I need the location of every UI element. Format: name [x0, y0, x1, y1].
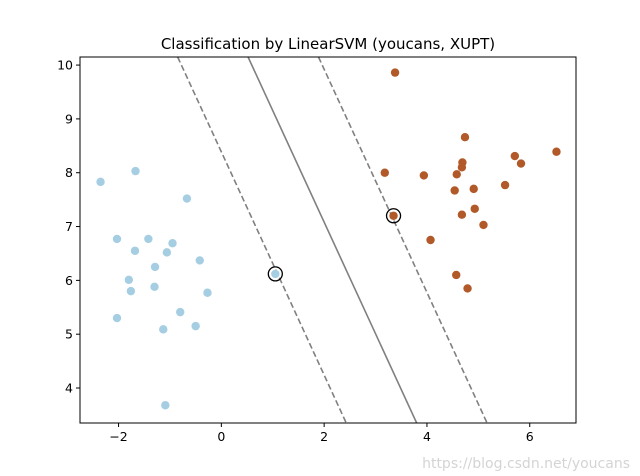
x-tick-label: 4: [423, 429, 431, 444]
data-point-class-1: [150, 262, 160, 272]
data-point-class-1: [182, 194, 192, 203]
support-vectors: [267, 208, 402, 282]
y-tick-label: 5: [65, 327, 73, 342]
data-point-class-2: [426, 235, 435, 245]
data-point-class-2: [457, 210, 467, 219]
margin-line: [176, 57, 347, 423]
data-point-class-1: [203, 288, 212, 297]
data-point-class-2: [457, 163, 467, 172]
y-tick-label: 6: [65, 273, 73, 288]
x-tick-label: 0: [217, 429, 225, 444]
data-point-class-1: [168, 239, 177, 248]
data-point-class-2: [450, 186, 459, 195]
watermark-text: https://blog.csdn.net/youcans: [422, 456, 630, 472]
data-point-class-1: [176, 307, 185, 317]
plot-area-frame: [79, 56, 577, 424]
data-point-class-1: [195, 256, 204, 265]
data-point-class-2: [390, 68, 400, 77]
data-point-class-1: [112, 313, 122, 323]
data-point-class-2: [510, 151, 520, 161]
data-point-class-1: [96, 177, 105, 187]
support-vector-marker: [267, 266, 283, 282]
data-point-class-1: [126, 286, 136, 296]
data-point-class-2: [463, 284, 472, 293]
data-points: [96, 68, 561, 410]
data-point-class-1: [144, 234, 153, 244]
data-point-class-2: [470, 204, 479, 213]
data-point-class-2: [469, 184, 478, 194]
chart-title: Classification by LinearSVM (youcans, XU…: [161, 35, 495, 53]
data-point-class-1: [150, 282, 159, 292]
support-vector-marker: [385, 208, 402, 224]
data-point-class-1: [162, 248, 172, 257]
data-point-class-2: [452, 170, 461, 179]
data-point-class-1: [271, 269, 280, 279]
data-point-class-2: [419, 171, 429, 180]
data-point-class-1: [124, 275, 134, 285]
data-point-class-2: [500, 180, 510, 190]
x-tick-label: −2: [109, 429, 127, 444]
y-tick-label: 8: [65, 165, 73, 180]
data-point-class-1: [112, 234, 122, 244]
data-point-class-2: [460, 132, 470, 142]
data-point-class-2: [552, 147, 561, 156]
y-tick-label: 4: [65, 381, 73, 396]
x-tick-label: 6: [526, 429, 534, 444]
data-point-class-1: [161, 401, 170, 410]
data-point-class-1: [130, 246, 140, 255]
data-point-class-1: [159, 325, 168, 334]
data-point-class-2: [516, 159, 526, 168]
y-tick-label: 9: [65, 111, 73, 126]
data-point-class-1: [131, 166, 140, 176]
data-point-class-1: [191, 321, 200, 331]
decision-boundary-line: [247, 57, 418, 423]
data-point-class-2: [389, 211, 398, 220]
data-point-class-2: [380, 168, 389, 177]
y-tick-label: 10: [57, 58, 73, 73]
y-tick-label: 7: [65, 219, 73, 234]
decision-lines: [176, 57, 488, 423]
y-axis-ticks: 4 5 6 7 8 9 10: [57, 58, 80, 396]
x-tick-label: 2: [320, 429, 328, 444]
data-point-class-2: [452, 270, 461, 280]
data-point-class-2: [479, 220, 488, 230]
x-axis-ticks: −2 0 2 4 6: [109, 423, 534, 444]
margin-line: [317, 57, 488, 423]
